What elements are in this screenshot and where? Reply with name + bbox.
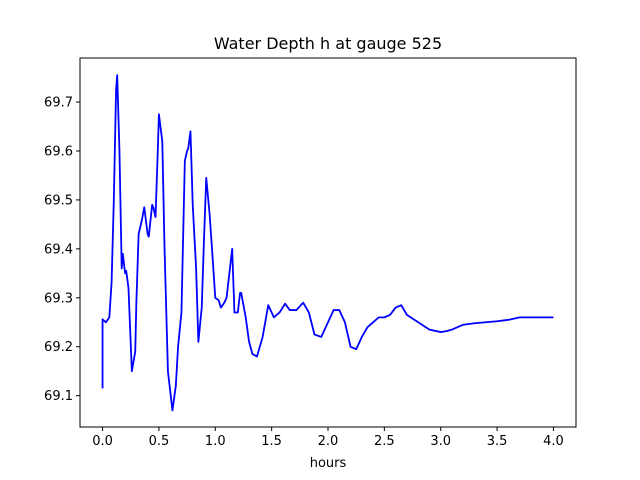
y-tick-label: 69.1	[44, 389, 73, 404]
x-axis-label: hours	[310, 456, 347, 471]
series-line-0	[101, 74, 554, 412]
y-tick-label: 69.3	[44, 291, 73, 306]
x-tick-label: 2.5	[374, 434, 395, 449]
y-tick-label: 69.5	[44, 193, 73, 208]
x-tick-label: 3.5	[487, 434, 508, 449]
x-tick-label: 3.0	[430, 434, 451, 449]
plot-area	[101, 74, 554, 412]
x-tick-label: 0.5	[149, 434, 170, 449]
chart-title: Water Depth h at gauge 525	[214, 34, 442, 53]
x-axis: 0.0 0.5 1.0 1.5 2.0 2.5 3.0 3.5 4.0	[92, 427, 564, 449]
y-axis: 69.1 69.2 69.3 69.4 69.5 69.6 69.7	[44, 96, 80, 404]
x-tick-label: 2.0	[318, 434, 339, 449]
x-tick-label: 1.0	[205, 434, 226, 449]
x-tick-label: 1.5	[261, 434, 282, 449]
x-tick-label: 0.0	[92, 434, 113, 449]
y-tick-label: 69.4	[44, 242, 73, 257]
y-tick-label: 69.7	[44, 96, 73, 111]
x-tick-label: 4.0	[543, 434, 564, 449]
y-tick-label: 69.6	[44, 144, 73, 159]
axes-frame	[79, 57, 577, 428]
y-tick-label: 69.2	[44, 340, 73, 355]
